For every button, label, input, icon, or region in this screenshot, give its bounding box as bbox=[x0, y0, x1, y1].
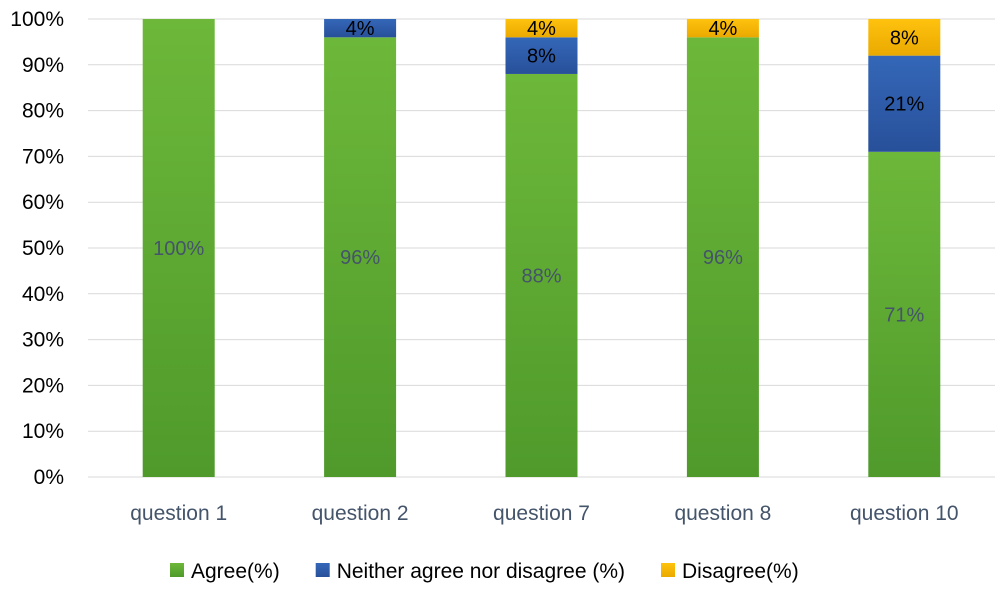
y-tick-label: 20% bbox=[22, 374, 64, 397]
bar-segment bbox=[324, 37, 397, 477]
bar-segment bbox=[505, 73, 578, 478]
bar-segment bbox=[686, 37, 759, 477]
data-label: 96% bbox=[703, 247, 743, 269]
data-label: 96% bbox=[340, 247, 380, 269]
legend-swatch bbox=[661, 563, 676, 577]
data-label: 8% bbox=[890, 27, 919, 49]
x-axis-ticks: question 1 question 2 question 7 question 8… bbox=[130, 502, 958, 525]
y-tick-label: 50% bbox=[22, 237, 64, 260]
data-labels: 100% 96% 4% 88% 8% 4% 96% 4% 71% 21% 8% bbox=[153, 18, 924, 326]
y-tick-label: 100% bbox=[10, 8, 64, 31]
y-tick-label: 40% bbox=[22, 283, 64, 306]
legend-swatch bbox=[170, 563, 184, 577]
y-tick-label: 80% bbox=[22, 100, 64, 123]
x-tick-label: question 2 bbox=[312, 502, 409, 525]
legend-item: Neither agree nor disagree (%) bbox=[315, 560, 625, 583]
data-label: 4% bbox=[527, 18, 556, 40]
data-label: 100% bbox=[153, 238, 204, 260]
bars bbox=[142, 19, 941, 478]
x-tick-label: question 7 bbox=[493, 502, 590, 525]
y-tick-label: 60% bbox=[22, 191, 64, 214]
legend-label: Neither agree nor disagree (%) bbox=[337, 560, 625, 583]
x-tick-label: question 10 bbox=[850, 502, 959, 525]
bar-segment bbox=[505, 19, 578, 38]
legend-swatch bbox=[315, 563, 330, 577]
data-label: 88% bbox=[521, 265, 561, 287]
legend-item: Agree(%) bbox=[170, 560, 280, 583]
y-tick-label: 70% bbox=[22, 145, 64, 168]
data-label: 71% bbox=[884, 304, 924, 326]
legend: Agree(%) Neither agree nor disagree (%) Di… bbox=[170, 560, 799, 583]
data-label: 4% bbox=[708, 18, 737, 40]
bar-segment bbox=[868, 151, 941, 477]
bar-segment bbox=[505, 37, 578, 74]
data-label: 8% bbox=[527, 46, 556, 68]
bar-segment bbox=[324, 19, 397, 38]
bar-segment bbox=[868, 55, 941, 152]
x-tick-label: question 1 bbox=[130, 502, 227, 525]
x-tick-label: question 8 bbox=[674, 502, 771, 525]
legend-label: Agree(%) bbox=[191, 560, 280, 583]
data-label: 4% bbox=[346, 18, 375, 40]
y-tick-label: 10% bbox=[22, 420, 64, 443]
data-label: 21% bbox=[884, 94, 924, 116]
legend-item: Disagree(%) bbox=[661, 560, 799, 583]
legend-label: Disagree(%) bbox=[682, 560, 799, 583]
bar-segment bbox=[142, 19, 215, 477]
y-tick-label: 90% bbox=[22, 54, 64, 77]
y-tick-label: 30% bbox=[22, 329, 64, 352]
y-tick-label: 0% bbox=[34, 466, 64, 489]
bar-segment bbox=[686, 19, 759, 38]
bar-segment bbox=[868, 19, 941, 56]
y-axis-ticks: 0% 10% 20% 30% 40% 50% 60% 70% 80% 90% 100% bbox=[10, 8, 64, 489]
